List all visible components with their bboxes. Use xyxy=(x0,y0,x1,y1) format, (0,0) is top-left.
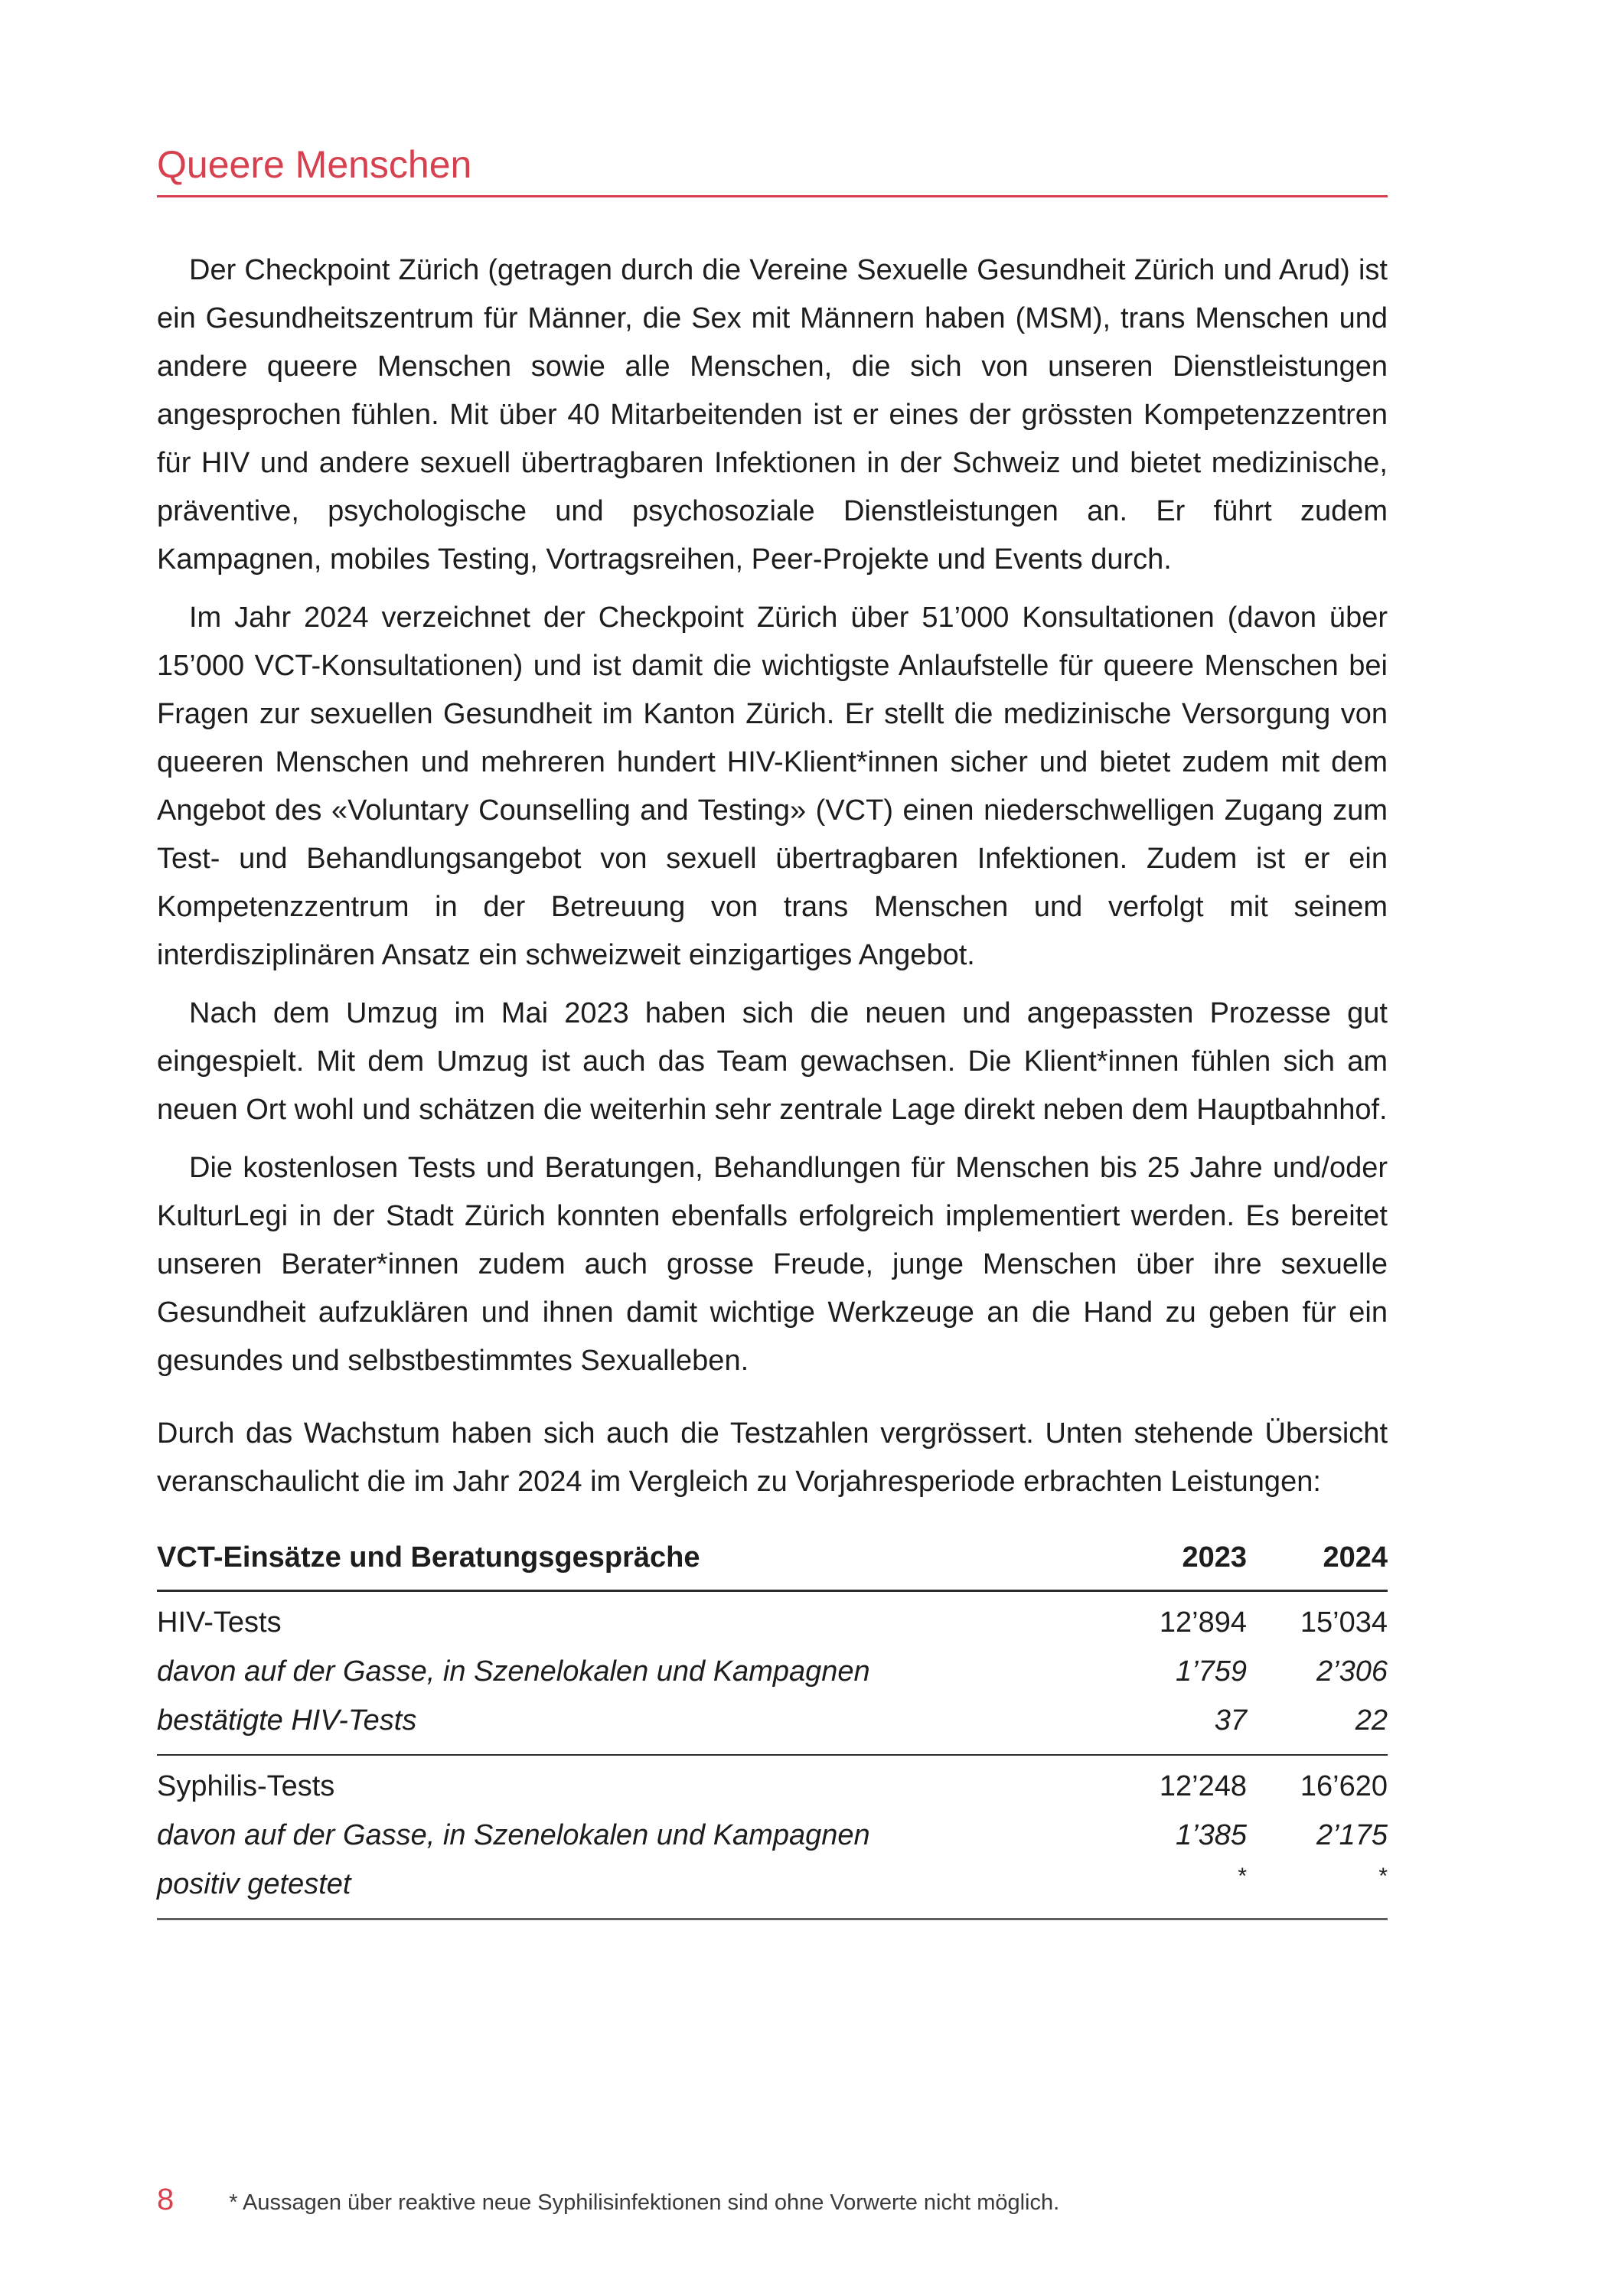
section-title-rule xyxy=(157,195,1388,197)
row-value-2023: 37 xyxy=(1214,1704,1247,1737)
row-value-2024: 2’175 xyxy=(1316,1819,1388,1851)
table-mid-rule xyxy=(157,1754,1388,1756)
row-value-2023: 1’385 xyxy=(1176,1819,1247,1851)
row-label: davon auf der Gasse, in Szenelokalen und… xyxy=(157,1655,870,1688)
table-row: bestätigte HIV-Tests 37 22 xyxy=(157,1696,1388,1745)
section-title: Queere Menschen xyxy=(157,143,472,186)
row-value-2023: 12’894 xyxy=(1159,1606,1247,1639)
row-label: davon auf der Gasse, in Szenelokalen und… xyxy=(157,1819,870,1851)
row-label: Syphilis-Tests xyxy=(157,1770,335,1802)
table-row: positiv getestet * * xyxy=(157,1860,1388,1909)
table-row: Syphilis-Tests 12’248 16’620 xyxy=(157,1762,1388,1811)
row-value-2023: 1’759 xyxy=(1176,1655,1247,1688)
table-bottom-rule xyxy=(157,1918,1388,1920)
table-header-row: VCT-Einsätze und Beratungsgespräche 2023… xyxy=(157,1534,1388,1582)
table-row: davon auf der Gasse, in Szenelokalen und… xyxy=(157,1647,1388,1696)
table-col-2024: 2024 xyxy=(1323,1541,1388,1574)
row-label: bestätigte HIV-Tests xyxy=(157,1704,417,1737)
table-row: davon auf der Gasse, in Szenelokalen und… xyxy=(157,1811,1388,1860)
table-row: HIV-Tests 12’894 15’034 xyxy=(157,1598,1388,1647)
page-content: Queere Menschen Der Checkpoint Zürich (g… xyxy=(157,145,1388,1920)
table-group-hiv: HIV-Tests 12’894 15’034 davon auf der Ga… xyxy=(157,1592,1388,1754)
row-value-2023: * xyxy=(1238,1864,1247,1889)
row-value-2024: * xyxy=(1378,1864,1388,1889)
table-group-syphilis: Syphilis-Tests 12’248 16’620 davon auf d… xyxy=(157,1756,1388,1918)
body-text: Der Checkpoint Zürich (getragen durch di… xyxy=(157,246,1388,1506)
paragraph: Der Checkpoint Zürich (getragen durch di… xyxy=(157,254,1388,576)
services-table: VCT-Einsätze und Beratungsgespräche 2023… xyxy=(157,1534,1388,1920)
paragraph: Im Jahr 2024 verzeichnet der Checkpoint … xyxy=(157,602,1388,971)
paragraph: Nach dem Umzug im Mai 2023 haben sich di… xyxy=(157,997,1388,1126)
footnote: * Aussagen über reaktive neue Syphilisin… xyxy=(229,2190,1060,2215)
table-top-rule xyxy=(157,1590,1388,1592)
row-value-2024: 16’620 xyxy=(1300,1770,1388,1802)
row-value-2024: 22 xyxy=(1355,1704,1388,1737)
page-number: 8 xyxy=(157,2183,175,2216)
table-col-2023: 2023 xyxy=(1182,1541,1247,1574)
row-value-2023: 12’248 xyxy=(1159,1770,1247,1802)
page-footer: 8 * Aussagen über reaktive neue Syphilis… xyxy=(157,2183,1388,2219)
paragraph: Durch das Wachstum haben sich auch die T… xyxy=(157,1417,1388,1498)
row-label: positiv getestet xyxy=(157,1868,351,1900)
row-label: HIV-Tests xyxy=(157,1606,282,1639)
paragraph: Die kostenlosen Tests und Beratungen, Be… xyxy=(157,1152,1388,1377)
table-title: VCT-Einsätze und Beratungsgespräche xyxy=(157,1541,700,1574)
row-value-2024: 15’034 xyxy=(1300,1606,1388,1639)
row-value-2024: 2’306 xyxy=(1316,1655,1388,1688)
